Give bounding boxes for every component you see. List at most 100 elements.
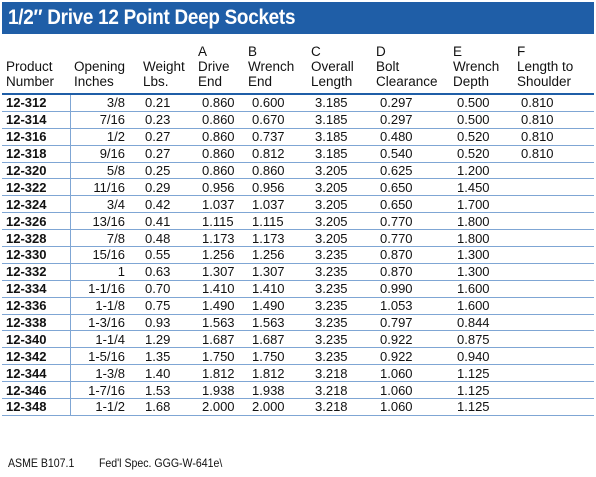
- cell-weight-lbs: 0.70: [139, 280, 194, 298]
- cell-wrench-depth: 0.520: [449, 145, 513, 163]
- cell-wrench-end: 0.737: [244, 128, 307, 146]
- spec-table-container: Product Number Opening Inches Weight Lbs. A Dri…: [2, 36, 594, 416]
- cell-length-to-shoulder: [513, 347, 594, 366]
- cell-bolt-clearance: 0.770: [372, 212, 449, 231]
- cell-bolt-clearance: 0.650: [372, 195, 449, 214]
- cell-drive-end: 1.687: [194, 330, 244, 349]
- cell-wrench-end: 1.256: [244, 246, 307, 264]
- cell-wrench-end: 0.812: [244, 145, 307, 163]
- cell-opening-inches: 15/16: [70, 246, 139, 264]
- cell-product-number: 12-348: [2, 398, 71, 416]
- table-row: 12-316 1/2 0.27 0.860 0.737 3.185 0.480 0.520 0.…: [2, 128, 594, 146]
- cell-drive-end: 0.860: [194, 111, 244, 129]
- cell-length-to-shoulder: 0.810: [513, 94, 594, 112]
- cell-length-to-shoulder: [513, 314, 594, 332]
- cell-drive-end: 1.563: [194, 314, 244, 332]
- cell-weight-lbs: 0.42: [139, 195, 194, 214]
- cell-bolt-clearance: 0.797: [372, 314, 449, 332]
- cell-overall-length: 3.185: [307, 111, 372, 129]
- cell-wrench-depth: 1.125: [449, 381, 513, 400]
- cell-bolt-clearance: 0.870: [372, 263, 449, 281]
- cell-wrench-end: 1.563: [244, 314, 307, 332]
- table-header: Product Number Opening Inches Weight Lbs. A Dri…: [2, 36, 594, 95]
- cell-drive-end: 2.000: [194, 398, 244, 416]
- column-header-line: C: [311, 44, 321, 59]
- cell-length-to-shoulder: 0.810: [513, 145, 594, 163]
- cell-drive-end: 1.812: [194, 364, 244, 383]
- table-row: 12-332 1 0.63 1.307 1.307 3.235 0.870 1.300: [2, 263, 594, 281]
- cell-opening-inches: 3/8: [70, 94, 139, 112]
- spec-note: Fed'l Spec. GGG-W-641e\: [98, 456, 223, 470]
- cell-opening-inches: 11/16: [70, 178, 139, 197]
- cell-product-number: 12-316: [2, 128, 71, 146]
- cell-bolt-clearance: 0.625: [372, 162, 449, 180]
- cell-wrench-depth: 1.300: [449, 246, 513, 264]
- spec-table: Product Number Opening Inches Weight Lbs. A Dri…: [2, 36, 594, 416]
- column-header-overall-length: C Overall Length: [307, 36, 372, 95]
- table-row: 12-340 1-1/4 1.29 1.687 1.687 3.235 0.922 0.875: [2, 330, 594, 349]
- cell-drive-end: 0.860: [194, 145, 244, 163]
- cell-drive-end: 0.956: [194, 178, 244, 197]
- cell-overall-length: 3.235: [307, 347, 372, 366]
- cell-wrench-end: 1.490: [244, 297, 307, 315]
- cell-length-to-shoulder: [513, 229, 594, 248]
- column-header-length-to-shoulder: F Length to Shoulder: [513, 36, 594, 95]
- table-row: 12-334 1-1/16 0.70 1.410 1.410 3.235 0.990 1.60…: [2, 280, 594, 298]
- column-header-opening-inches: Opening Inches: [70, 36, 139, 95]
- cell-opening-inches: 1-1/4: [70, 330, 139, 349]
- cell-weight-lbs: 1.35: [139, 347, 194, 366]
- cell-length-to-shoulder: [513, 162, 594, 180]
- cell-wrench-depth: 1.200: [449, 162, 513, 180]
- column-header-line: Lbs.: [143, 74, 169, 89]
- cell-length-to-shoulder: [513, 381, 594, 400]
- cell-product-number: 12-340: [2, 330, 71, 349]
- table-row: 12-346 1-7/16 1.53 1.938 1.938 3.218 1.060 1.12…: [2, 381, 594, 400]
- cell-opening-inches: 9/16: [70, 145, 139, 163]
- cell-wrench-end: 1.037: [244, 195, 307, 214]
- cell-bolt-clearance: 0.650: [372, 178, 449, 197]
- cell-opening-inches: 1/2: [70, 128, 139, 146]
- cell-product-number: 12-332: [2, 263, 71, 281]
- cell-product-number: 12-312: [2, 94, 71, 112]
- table-row: 12-348 1-1/2 1.68 2.000 2.000 3.218 1.060 1.125: [2, 398, 594, 416]
- cell-length-to-shoulder: [513, 330, 594, 349]
- column-header-line: E: [453, 44, 463, 59]
- table-row: 12-326 13/16 0.41 1.115 1.115 3.205 0.770 1.800: [2, 212, 594, 231]
- cell-length-to-shoulder: [513, 246, 594, 264]
- cell-product-number: 12-338: [2, 314, 71, 332]
- column-header-line: Product: [6, 59, 53, 74]
- cell-bolt-clearance: 1.060: [372, 398, 449, 416]
- table-body: 12-312 3/8 0.21 0.860 0.600 3.185 0.297 0.500 0.…: [2, 94, 594, 416]
- column-header-line: End: [198, 74, 223, 89]
- cell-wrench-depth: 1.125: [449, 364, 513, 383]
- cell-bolt-clearance: 0.480: [372, 128, 449, 146]
- cell-length-to-shoulder: [513, 195, 594, 214]
- cell-wrench-end: 0.670: [244, 111, 307, 129]
- table-row: 12-324 3/4 0.42 1.037 1.037 3.205 0.650 1.700: [2, 195, 594, 214]
- table-row: 12-314 7/16 0.23 0.860 0.670 3.185 0.297 0.500 0…: [2, 111, 594, 129]
- cell-overall-length: 3.235: [307, 246, 372, 264]
- table-row: 12-322 11/16 0.29 0.956 0.956 3.205 0.650 1.450: [2, 178, 594, 197]
- cell-opening-inches: 7/16: [70, 111, 139, 129]
- standard-note: ASME B107.1: [8, 456, 75, 470]
- cell-product-number: 12-320: [2, 162, 71, 180]
- cell-product-number: 12-326: [2, 212, 71, 231]
- cell-overall-length: 3.185: [307, 145, 372, 163]
- cell-length-to-shoulder: [513, 263, 594, 281]
- cell-opening-inches: 1-7/16: [70, 381, 139, 400]
- column-header-line: Wrench: [453, 59, 500, 74]
- cell-drive-end: 1.410: [194, 280, 244, 298]
- cell-product-number: 12-314: [2, 111, 71, 129]
- cell-length-to-shoulder: [513, 280, 594, 298]
- cell-wrench-end: 1.173: [244, 229, 307, 248]
- cell-product-number: 12-324: [2, 195, 71, 214]
- column-header-line: Drive: [198, 59, 230, 74]
- cell-weight-lbs: 1.40: [139, 364, 194, 383]
- cell-bolt-clearance: 0.297: [372, 94, 449, 112]
- cell-wrench-end: 1.938: [244, 381, 307, 400]
- column-header-wrench-depth: E Wrench Depth: [449, 36, 513, 95]
- cell-overall-length: 3.235: [307, 314, 372, 332]
- cell-product-number: 12-328: [2, 229, 71, 248]
- cell-opening-inches: 1-3/16: [70, 314, 139, 332]
- table-row: 12-318 9/16 0.27 0.860 0.812 3.185 0.540 0.520 0…: [2, 145, 594, 163]
